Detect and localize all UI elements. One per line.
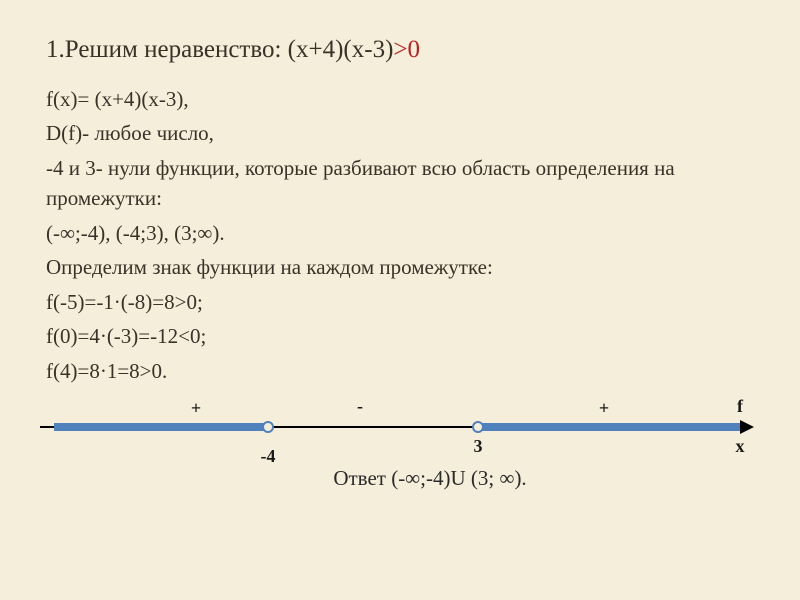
axis-arrow-icon	[740, 420, 754, 434]
open-point-icon	[262, 421, 274, 433]
interval-segment	[478, 423, 740, 431]
open-point-icon	[472, 421, 484, 433]
title-suffix: ˃0	[393, 36, 420, 63]
line-3: (-∞;-4), (-4;3), (3;∞).	[46, 218, 754, 248]
sign-label: -	[357, 396, 363, 417]
interval-segment	[54, 423, 264, 431]
line-0: f(x)= (х+4)(х-3),	[46, 84, 754, 114]
slide: 1.Решим неравенство: (х+4)(х-3)˃0 f(x)= …	[0, 0, 800, 511]
axis-label: x	[736, 436, 745, 457]
line-5: f(-5)=-1·(-8)=8>0;	[46, 287, 754, 317]
title-prefix: 1.Решим неравенство: (х+4)(х-3)	[46, 36, 393, 63]
line-7: f(4)=8·1=8>0.	[46, 356, 754, 386]
axis-label: f	[737, 396, 743, 417]
sign-label: +	[599, 398, 609, 419]
line-1: D(f)- любое число,	[46, 118, 754, 148]
line-2: -4 и 3- нули функции, которые разбивают …	[46, 153, 754, 214]
line-6: f(0)=4·(-3)=-12<0;	[46, 321, 754, 351]
axis-label: -4	[261, 446, 276, 467]
number-line: +-+-43fx	[40, 390, 760, 460]
sign-label: +	[191, 398, 201, 419]
slide-title: 1.Решим неравенство: (х+4)(х-3)˃0	[46, 36, 754, 64]
answer-text: Ответ (-∞;-4)U (3; ∞).	[46, 466, 754, 491]
axis-label: 3	[474, 436, 483, 457]
line-4: Определим знак функции на каждом промежу…	[46, 252, 754, 282]
body-text: f(x)= (х+4)(х-3), D(f)- любое число, -4 …	[46, 84, 754, 386]
